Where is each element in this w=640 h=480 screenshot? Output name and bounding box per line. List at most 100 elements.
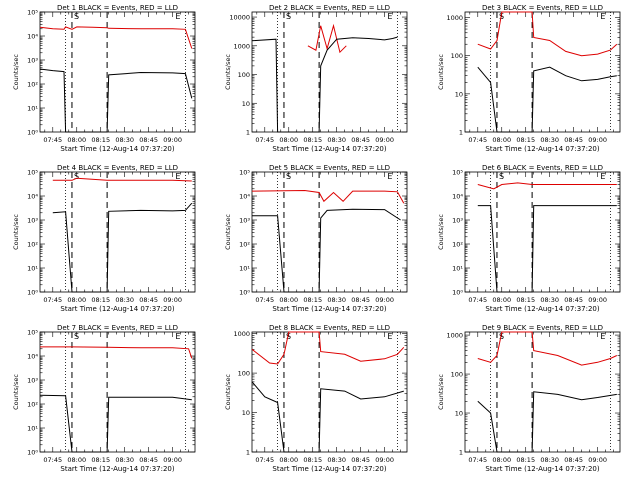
start-marker-label: S [286, 332, 291, 341]
panel-title: Det 7 BLACK = Events, RED = LLD [57, 324, 178, 332]
events-series-line [477, 66, 617, 133]
x-tick-label: 07:45 [468, 296, 487, 304]
end-marker-label: E [175, 332, 180, 341]
x-axis-label: Start Time (12-Aug-14 07:37:20) [272, 465, 386, 473]
lld-series-line [477, 182, 617, 190]
x-tick-label: 08:15 [516, 296, 535, 304]
lld-series-line [52, 177, 192, 182]
lld-series-line [477, 331, 618, 366]
lld-series-line [307, 23, 347, 54]
events-series-line [251, 36, 398, 133]
x-tick-label: 08:00 [279, 456, 298, 464]
y-tick-label: 100 [451, 371, 463, 379]
x-axis-label: Start Time (12-Aug-14 07:37:20) [272, 305, 386, 313]
x-tick-label: 07:45 [43, 296, 62, 304]
y-axis-label: Counts/sec [12, 374, 20, 410]
y-tick-label: 1000 [446, 332, 463, 340]
x-tick-label: 07:45 [43, 456, 62, 464]
events-series-line [39, 394, 192, 453]
x-tick-label: 09:00 [588, 136, 607, 144]
x-tick-label: 08:15 [91, 136, 110, 144]
y-tick-label: 10² [452, 241, 463, 249]
x-tick-label: 08:15 [516, 136, 535, 144]
y-tick-label: 10⁵ [27, 169, 38, 177]
y-tick-label: 100 [238, 370, 250, 378]
panel-title: Det 2 BLACK = Events, RED = LLD [269, 4, 390, 12]
x-tick-label: 07:45 [468, 456, 487, 464]
y-tick-label: 1000 [233, 330, 250, 338]
y-tick-label: 1 [459, 449, 463, 457]
x-tick-label: 07:45 [468, 136, 487, 144]
y-tick-label: 10¹ [27, 105, 38, 113]
x-tick-label: 08:15 [303, 296, 322, 304]
y-tick-label: 10³ [27, 377, 38, 385]
x-axis-label: Start Time (12-Aug-14 07:37:20) [272, 145, 386, 153]
x-tick-label: 09:00 [163, 136, 182, 144]
y-tick-label: 10⁰ [27, 129, 38, 137]
x-tick-label: 09:00 [163, 296, 182, 304]
plot-frame [251, 11, 408, 133]
x-tick-label: 08:00 [492, 136, 511, 144]
x-tick-label: 08:30 [327, 456, 346, 464]
y-tick-label: 1000 [233, 42, 250, 50]
x-tick-label: 08:45 [564, 456, 583, 464]
x-tick-label: 08:30 [540, 296, 559, 304]
plot-frame [251, 171, 408, 293]
y-tick-label: 10000 [229, 14, 250, 22]
x-tick-label: 07:45 [255, 456, 274, 464]
y-tick-label: 1000 [446, 14, 463, 22]
x-tick-label: 09:00 [375, 296, 394, 304]
x-tick-label: 08:00 [67, 296, 86, 304]
y-tick-label: 10⁵ [239, 169, 250, 177]
start-marker-label: S [499, 332, 504, 341]
x-tick-label: 08:30 [540, 456, 559, 464]
y-axis-label: Counts/sec [224, 374, 232, 410]
x-tick-label: 08:00 [279, 296, 298, 304]
lld-series-line [251, 189, 405, 204]
y-tick-label: 10⁰ [239, 289, 250, 297]
x-tick-label: 08:45 [139, 136, 158, 144]
y-axis-label: Counts/sec [437, 374, 445, 410]
events-series-line [477, 205, 617, 293]
start-marker-label: S [74, 332, 79, 341]
x-tick-label: 08:15 [303, 136, 322, 144]
panel-title: Det 9 BLACK = Events, RED = LLD [482, 324, 603, 332]
lld-series-line [40, 346, 193, 359]
start-marker-label: S [74, 172, 79, 181]
panel-title: Det 1 BLACK = Events, RED = LLD [57, 4, 178, 12]
plot-frame [39, 11, 196, 133]
y-tick-label: 10¹ [27, 425, 38, 433]
y-tick-label: 10 [455, 410, 463, 418]
y-tick-label: 10⁰ [27, 289, 38, 297]
y-axis-label: Counts/sec [12, 54, 20, 90]
y-tick-label: 10¹ [239, 265, 250, 273]
lld-series-line [39, 26, 193, 49]
y-tick-label: 10⁰ [452, 289, 463, 297]
y-axis-label: Counts/sec [224, 214, 232, 250]
events-series-line [39, 68, 193, 133]
y-tick-label: 10³ [27, 57, 38, 65]
y-tick-label: 10³ [239, 217, 250, 225]
y-tick-label: 10² [27, 81, 38, 89]
events-series-line [477, 391, 617, 453]
x-axis-label: Start Time (12-Aug-14 07:37:20) [60, 465, 174, 473]
y-tick-label: 10⁵ [27, 9, 38, 17]
end-marker-label: E [600, 12, 605, 21]
x-tick-label: 08:30 [115, 296, 134, 304]
plot-frame [39, 331, 196, 453]
start-marker-label: S [286, 172, 291, 181]
x-axis-label: Start Time (12-Aug-14 07:37:20) [485, 465, 599, 473]
x-tick-label: 09:00 [588, 456, 607, 464]
y-axis-label: Counts/sec [437, 214, 445, 250]
y-tick-label: 100 [451, 52, 463, 60]
plot-frame [251, 331, 408, 453]
x-tick-label: 07:45 [43, 136, 62, 144]
x-tick-label: 08:00 [279, 136, 298, 144]
plot-frame [464, 171, 621, 293]
end-marker-label: E [600, 332, 605, 341]
lld-series-line [251, 331, 405, 365]
x-tick-label: 08:45 [139, 296, 158, 304]
end-marker-label: E [387, 12, 392, 21]
y-tick-label: 10³ [452, 217, 463, 225]
x-tick-label: 08:15 [91, 296, 110, 304]
